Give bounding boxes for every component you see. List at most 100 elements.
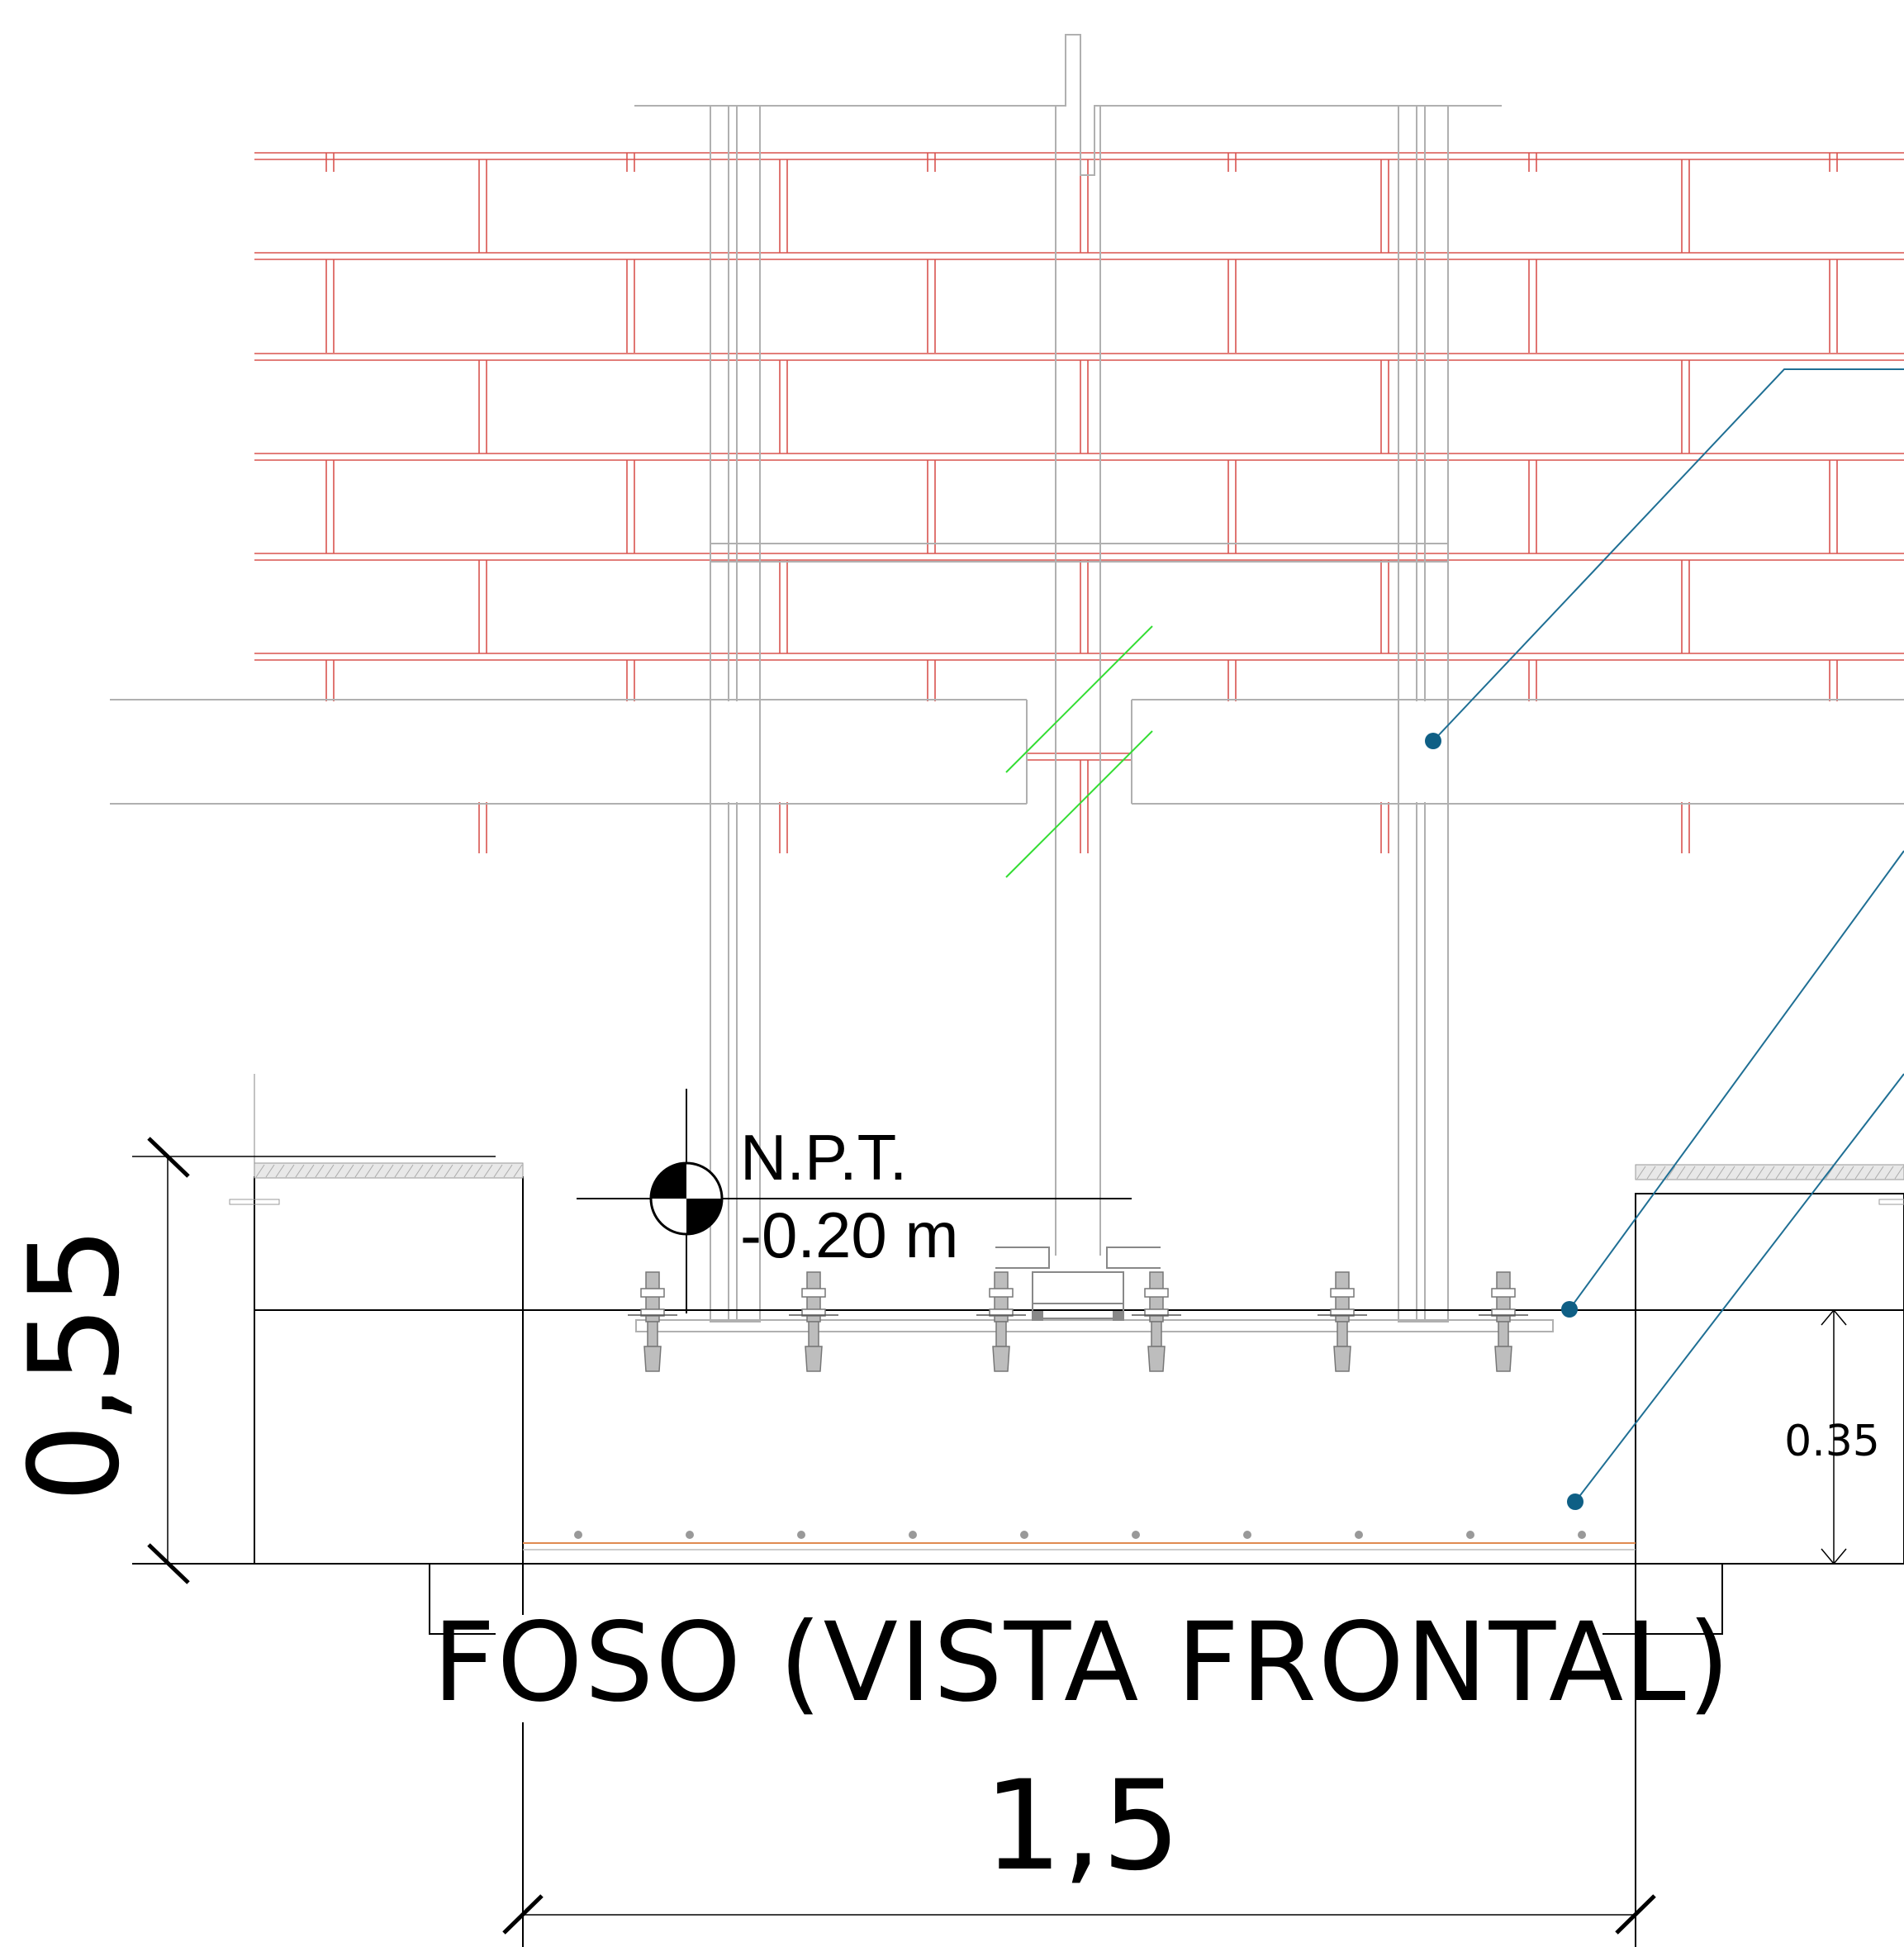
hatch-stroke <box>1854 1166 1864 1180</box>
rebar <box>523 1531 1636 1550</box>
dimension-width <box>502 1894 1656 1935</box>
hatch-stroke <box>374 1164 384 1178</box>
hatch-stroke <box>493 1164 503 1178</box>
hatch-stroke <box>305 1164 315 1178</box>
dimension-slab <box>1710 1308 1847 1565</box>
hatch-stroke <box>453 1164 463 1178</box>
hatch-stroke <box>1805 1166 1815 1180</box>
hatch-stroke <box>354 1164 364 1178</box>
hatch-stroke <box>483 1164 493 1178</box>
rebar-dot <box>909 1531 917 1539</box>
floor-finish <box>229 1162 1904 1205</box>
anchor-bolt-icon <box>1132 1271 1181 1372</box>
cross-bar <box>710 543 1449 563</box>
top-beam-line <box>634 34 1502 176</box>
hatch-stroke <box>325 1164 335 1178</box>
hatch-stroke <box>1765 1166 1775 1180</box>
hatch-stroke <box>1755 1166 1765 1180</box>
title-mask <box>496 1615 1602 1722</box>
hatch-stroke <box>1785 1166 1795 1180</box>
hatch-stroke <box>315 1164 325 1178</box>
leader-dot-floor <box>1561 1301 1578 1318</box>
hatch-stroke <box>463 1164 473 1178</box>
hatch-stroke <box>444 1164 453 1178</box>
band-mask-left <box>111 701 1026 802</box>
dim-slab-value: 0.35 <box>1784 1417 1880 1466</box>
hatch-stroke <box>335 1164 344 1178</box>
anchor-bolt-icon <box>976 1271 1026 1372</box>
hatch-stroke <box>1735 1166 1745 1180</box>
guide-rails <box>110 34 1904 1332</box>
hatch-stroke <box>1825 1166 1835 1180</box>
rebar-dot <box>1132 1531 1140 1539</box>
hatch-stroke <box>513 1164 523 1178</box>
anchor-bolt-icon <box>1479 1271 1528 1372</box>
buffer-block <box>995 1247 1161 1321</box>
hatch-stroke <box>1716 1166 1726 1180</box>
rebar-dot <box>1466 1531 1474 1539</box>
hatch-stroke <box>265 1164 275 1178</box>
hatch-stroke <box>285 1164 295 1178</box>
anchor-bolt-icon <box>1318 1271 1367 1372</box>
hatch-stroke <box>473 1164 483 1178</box>
hatch-stroke <box>1815 1166 1825 1180</box>
hatch-stroke <box>1686 1166 1696 1180</box>
hatch-stroke <box>1656 1166 1666 1180</box>
hatch-stroke <box>1706 1166 1716 1180</box>
hatch-stroke <box>394 1164 404 1178</box>
hatch-stroke <box>1835 1166 1845 1180</box>
leader-floor <box>1569 850 1904 1310</box>
hatch-stroke <box>1745 1166 1755 1180</box>
band-mask-right <box>1132 701 1904 802</box>
dim-height-value: 0,55 <box>3 1227 147 1503</box>
dimension-height <box>132 1137 496 1584</box>
leader-lines <box>1432 368 1904 1503</box>
leader-dot-wall <box>1425 733 1441 749</box>
rebar-dot <box>1355 1531 1363 1539</box>
leader-wall <box>1432 368 1904 742</box>
hatch-stroke <box>1676 1166 1686 1180</box>
anchor-bolt-icon <box>628 1271 677 1372</box>
hatch-stroke <box>384 1164 394 1178</box>
anchor-bolt-icon <box>789 1271 838 1372</box>
leader-dot-slab <box>1567 1493 1584 1510</box>
hatch-stroke <box>1646 1166 1656 1180</box>
hatch-stroke <box>414 1164 424 1178</box>
level-value: -0.20 m <box>740 1199 958 1271</box>
hatch-stroke <box>295 1164 305 1178</box>
rebar-dot <box>1578 1531 1586 1539</box>
rebar-dot <box>1020 1531 1028 1539</box>
left-wall-block <box>254 1176 524 1565</box>
hatch-stroke <box>424 1164 434 1178</box>
level-marker-icon <box>577 1089 1132 1313</box>
rebar-dot <box>797 1531 805 1539</box>
hatch-stroke <box>364 1164 374 1178</box>
hatch-stroke <box>1636 1166 1646 1180</box>
right-wall-block <box>1635 1193 1904 1565</box>
hatch-stroke <box>1864 1166 1874 1180</box>
dim-width-value: 1,5 <box>984 1755 1181 1898</box>
hatch-stroke <box>255 1164 265 1178</box>
hatch-stroke <box>1795 1166 1805 1180</box>
hatch-stroke <box>434 1164 444 1178</box>
rebar-dot <box>686 1531 694 1539</box>
hatch-stroke <box>1726 1166 1735 1180</box>
hatch-stroke <box>1666 1166 1676 1180</box>
hatch-stroke <box>404 1164 414 1178</box>
level-label: N.P.T. <box>740 1121 907 1194</box>
brick-wall <box>254 152 1904 1177</box>
drawing-title: FOSO (VISTA FRONTAL) <box>433 1599 1732 1726</box>
leader-slab <box>1574 1073 1904 1503</box>
hatch-stroke <box>1775 1166 1785 1180</box>
base-plate <box>635 1319 1554 1332</box>
anchor-bolts <box>628 1271 1528 1372</box>
hatch-stroke <box>344 1164 354 1178</box>
break-line-icon <box>1005 625 1153 878</box>
hatch-stroke <box>1696 1166 1706 1180</box>
hatch-stroke <box>503 1164 513 1178</box>
hatch-stroke <box>1874 1166 1884 1180</box>
rebar-dot <box>574 1531 582 1539</box>
hatch-stroke <box>1894 1166 1904 1180</box>
hatch-stroke <box>275 1164 285 1178</box>
